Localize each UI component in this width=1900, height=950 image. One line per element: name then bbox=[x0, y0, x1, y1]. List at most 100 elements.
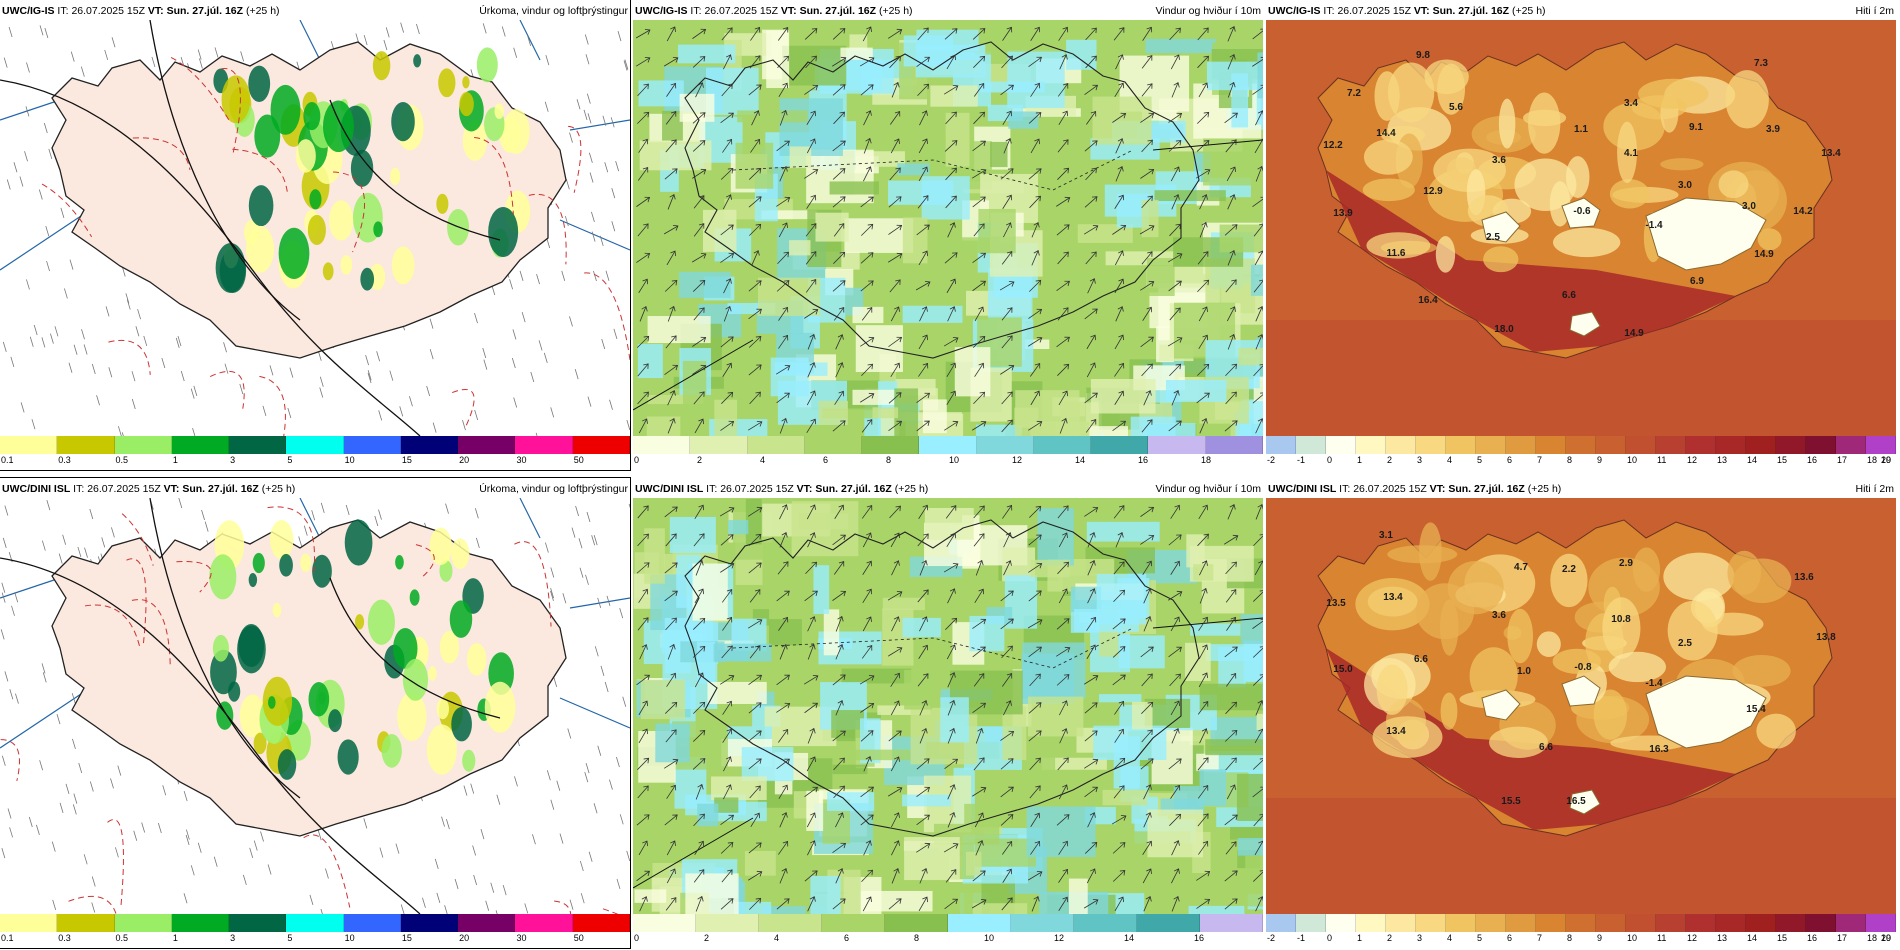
wind-arrow bbox=[974, 306, 984, 322]
wind-arrow bbox=[1197, 757, 1209, 771]
wind-arrow bbox=[1196, 898, 1211, 909]
wind-barb bbox=[137, 309, 141, 320]
wind-arrow bbox=[804, 590, 818, 602]
wind-arrow bbox=[1227, 249, 1236, 266]
wind-arrow bbox=[1001, 391, 1013, 405]
wind-arrow bbox=[1226, 784, 1236, 800]
wind-arrow bbox=[860, 702, 875, 713]
wind-arrow bbox=[832, 730, 846, 742]
wind-barb bbox=[223, 342, 227, 353]
wind-arrow bbox=[1224, 112, 1238, 124]
colorbar-segment bbox=[400, 914, 459, 932]
colorbar-tick-label: 16 bbox=[1807, 933, 1818, 943]
wind-arrow bbox=[1140, 280, 1155, 291]
colorbar-tick-label: 11 bbox=[1657, 455, 1667, 465]
temp-map[interactable]: 9.8 7.3 7.2 5.6 3.4 14.4 1.1 9.1 3.9 12.2 3.6 4.1 13… bbox=[1266, 20, 1896, 436]
colorbar-tick-label: 4 bbox=[1447, 933, 1453, 943]
wind-barb bbox=[213, 856, 218, 867]
wind-barb bbox=[133, 830, 138, 841]
wind-arrow bbox=[1087, 278, 1096, 294]
precip-map[interactable] bbox=[0, 498, 630, 914]
wind-speed-area bbox=[904, 669, 933, 710]
wind-arrow bbox=[973, 757, 985, 771]
temperature-value: 3.0 bbox=[1678, 180, 1692, 191]
wind-arrow bbox=[1199, 587, 1208, 604]
wind-arrow bbox=[1141, 673, 1153, 687]
wind-speed-area bbox=[782, 45, 847, 86]
wind-barb bbox=[41, 337, 46, 348]
wind-barb bbox=[524, 903, 529, 914]
wind-arrow bbox=[889, 505, 901, 519]
panel-title: Vindur og hviður í 10m bbox=[1155, 5, 1261, 17]
wind-barb bbox=[84, 547, 88, 558]
wind-speed-area bbox=[677, 44, 736, 64]
lead-time: (+25 h) bbox=[1527, 483, 1562, 495]
wind-arrow bbox=[1170, 616, 1180, 632]
wind-barb bbox=[201, 509, 205, 521]
temperature-value: 6.6 bbox=[1414, 654, 1428, 665]
wind-speed-area bbox=[902, 217, 928, 264]
precip-area bbox=[300, 553, 312, 572]
wind-arrow bbox=[778, 616, 789, 631]
wind-barb bbox=[319, 376, 324, 387]
wind-arrow bbox=[693, 195, 705, 209]
iceland-coast bbox=[684, 41, 1200, 359]
wind-arrow bbox=[946, 532, 957, 548]
wind-speed-area bbox=[1154, 190, 1226, 202]
wind-arrow bbox=[748, 506, 763, 517]
wind-arrow bbox=[639, 644, 648, 660]
wind-speed-area bbox=[774, 362, 828, 376]
colorbar-tick-label: 20 bbox=[1881, 933, 1892, 943]
wind-arrow bbox=[665, 897, 677, 911]
wind-barb bbox=[545, 55, 550, 66]
wind-barb bbox=[519, 270, 524, 282]
wind-speed-area bbox=[741, 747, 794, 782]
isobar bbox=[0, 557, 421, 914]
precip-area bbox=[262, 676, 293, 726]
wind-arrow bbox=[888, 730, 902, 742]
wind-speed-area bbox=[922, 399, 947, 434]
wind-arrow bbox=[693, 617, 706, 630]
wind-arrow bbox=[1252, 84, 1263, 95]
wind-speed-area bbox=[897, 163, 930, 176]
wind-speed-area bbox=[1102, 789, 1148, 806]
wind-arrow bbox=[832, 28, 846, 40]
wind-barb bbox=[1, 582, 6, 593]
precip-map[interactable] bbox=[0, 20, 630, 436]
wind-barb bbox=[546, 237, 551, 249]
wind-arrow bbox=[1253, 223, 1263, 237]
wind-arrow bbox=[722, 194, 732, 210]
colorbar-tick-label: -1 bbox=[1297, 455, 1306, 465]
temperature-area bbox=[1424, 59, 1469, 95]
wind-arrow bbox=[1084, 786, 1098, 798]
wind-barb bbox=[38, 189, 43, 200]
wind-arrow bbox=[777, 55, 789, 69]
colorbar-tick-label: 20 bbox=[459, 933, 470, 943]
wind-barb bbox=[389, 370, 394, 381]
wind-arrow bbox=[1198, 504, 1209, 520]
wind-speed-area bbox=[844, 218, 914, 253]
wind-barb bbox=[80, 66, 85, 77]
init-time: 26.07.2025 15Z bbox=[1353, 483, 1427, 495]
wind-speed-area bbox=[1067, 272, 1117, 282]
wind-arrow bbox=[1139, 225, 1155, 235]
temperature-area bbox=[1609, 179, 1650, 209]
temperature-area bbox=[1725, 70, 1769, 129]
temp-map[interactable]: 3.1 4.7 2.2 2.9 13.6 13.4 13.5 3.6 10.8 13.8 2.5 6.… bbox=[1266, 498, 1896, 914]
colorbar-segment bbox=[633, 914, 696, 932]
wind-arrow bbox=[859, 56, 875, 67]
wind-arrow bbox=[835, 700, 844, 716]
wind-barb bbox=[10, 356, 15, 368]
wind-arrow bbox=[693, 813, 705, 827]
wind-map[interactable] bbox=[633, 498, 1263, 914]
wind-arrow bbox=[666, 784, 677, 799]
wind-barb bbox=[185, 834, 190, 846]
wind-arrow bbox=[1001, 307, 1013, 321]
wind-barb bbox=[441, 816, 445, 827]
wind-arrow bbox=[1141, 195, 1153, 209]
wind-arrow bbox=[635, 56, 651, 67]
wind-arrow bbox=[720, 168, 734, 180]
colorbar-segment bbox=[343, 914, 401, 932]
model-name: UWC/IG-IS bbox=[635, 5, 688, 17]
wind-map[interactable] bbox=[633, 20, 1263, 436]
